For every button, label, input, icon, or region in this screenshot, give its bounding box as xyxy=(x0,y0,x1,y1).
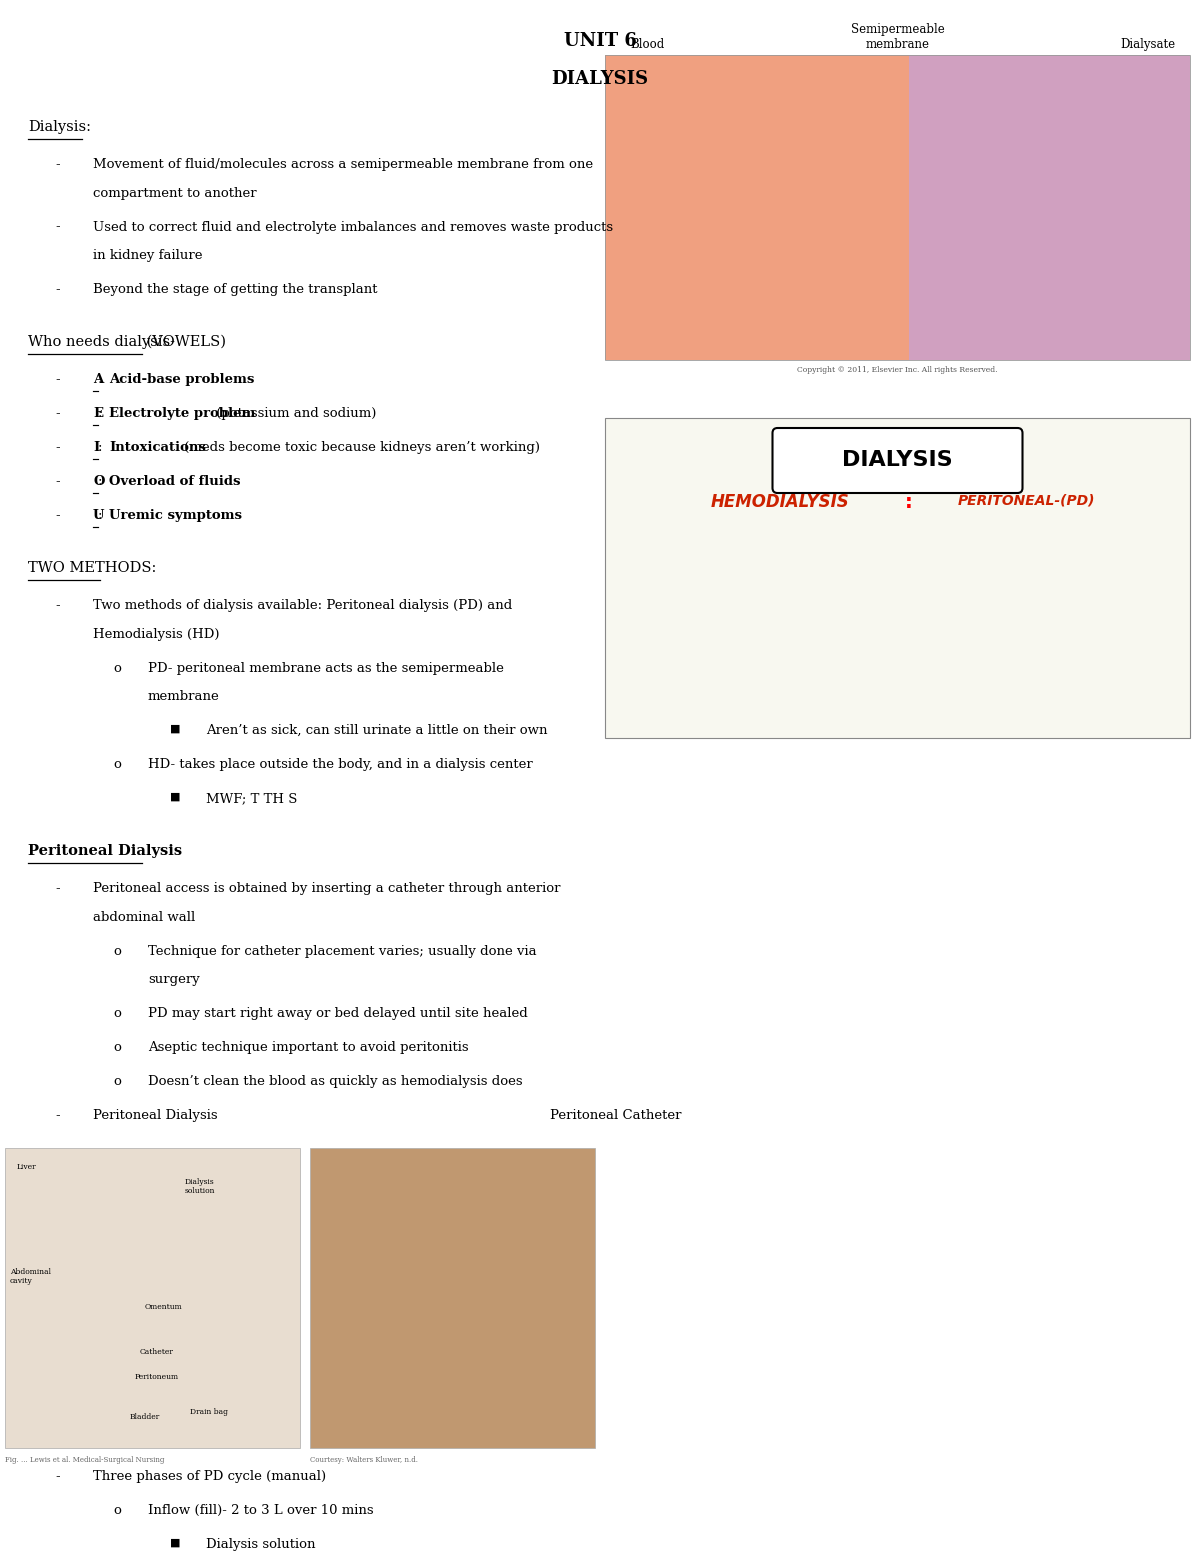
Text: Three phases of PD cycle (manual): Three phases of PD cycle (manual) xyxy=(94,1471,326,1483)
Text: Overload of fluids: Overload of fluids xyxy=(109,475,241,488)
Bar xyxy=(5,1148,300,1447)
Text: DIALYSIS: DIALYSIS xyxy=(552,70,648,89)
Text: -: - xyxy=(55,441,60,453)
Text: Copyright © 2011, Elsevier Inc. All rights Reserved.: Copyright © 2011, Elsevier Inc. All righ… xyxy=(797,367,997,374)
Bar xyxy=(605,54,1190,360)
Text: Beyond the stage of getting the transplant: Beyond the stage of getting the transpla… xyxy=(94,283,378,297)
Text: -: - xyxy=(55,1471,60,1483)
Text: -: - xyxy=(55,221,60,233)
Text: Used to correct fluid and electrolyte imbalances and removes waste products: Used to correct fluid and electrolyte im… xyxy=(94,221,613,233)
Text: compartment to another: compartment to another xyxy=(94,186,257,199)
Text: o: o xyxy=(113,944,121,958)
Text: Dialysis
solution: Dialysis solution xyxy=(185,1179,216,1196)
Text: -: - xyxy=(55,373,60,387)
Text: Uremic symptoms: Uremic symptoms xyxy=(109,509,242,522)
Text: Drain bag: Drain bag xyxy=(190,1409,228,1416)
Text: -: - xyxy=(55,599,60,612)
Text: -: - xyxy=(55,407,60,419)
Text: abdominal wall: abdominal wall xyxy=(94,910,196,924)
Text: -: - xyxy=(55,158,60,171)
Text: Aseptic technique important to avoid peritonitis: Aseptic technique important to avoid per… xyxy=(148,1041,469,1054)
Bar xyxy=(605,418,1190,738)
Text: Catheter: Catheter xyxy=(140,1348,174,1356)
Text: Hemodialysis (HD): Hemodialysis (HD) xyxy=(94,627,220,640)
Text: MWF; T TH S: MWF; T TH S xyxy=(206,792,298,804)
Text: surgery: surgery xyxy=(148,974,199,986)
Text: Technique for catheter placement varies; usually done via: Technique for catheter placement varies;… xyxy=(148,944,536,958)
Text: Semipermeable
membrane: Semipermeable membrane xyxy=(851,23,944,51)
Text: o: o xyxy=(113,662,121,674)
Text: ■: ■ xyxy=(170,724,180,735)
Text: -: - xyxy=(55,882,60,895)
Text: :: : xyxy=(905,492,913,512)
Text: Intoxications: Intoxications xyxy=(109,441,206,453)
Text: (meds become toxic because kidneys aren’t working): (meds become toxic because kidneys aren’… xyxy=(180,441,540,453)
Text: Peritoneal access is obtained by inserting a catheter through anterior: Peritoneal access is obtained by inserti… xyxy=(94,882,560,895)
Text: o: o xyxy=(113,1075,121,1089)
Text: DIALYSIS: DIALYSIS xyxy=(842,450,953,471)
Text: Dialysis:: Dialysis: xyxy=(28,120,91,134)
Text: -: - xyxy=(55,1109,60,1121)
FancyBboxPatch shape xyxy=(773,429,1022,492)
Text: Peritoneal Dialysis: Peritoneal Dialysis xyxy=(28,843,182,857)
Text: -: - xyxy=(55,509,60,522)
Bar xyxy=(910,54,1190,360)
Text: o: o xyxy=(113,758,121,770)
Text: :: : xyxy=(98,509,107,522)
Text: PERITONEAL-(PD): PERITONEAL-(PD) xyxy=(958,492,1094,506)
Text: Abdominal
cavity: Abdominal cavity xyxy=(10,1267,50,1286)
Text: Dialysate: Dialysate xyxy=(1120,37,1175,51)
Text: Peritoneal Dialysis: Peritoneal Dialysis xyxy=(94,1109,217,1121)
Bar xyxy=(310,1148,595,1447)
Text: TWO METHODS:: TWO METHODS: xyxy=(28,561,156,575)
Text: :: : xyxy=(98,441,107,453)
Text: A: A xyxy=(94,373,103,387)
Text: Peritoneal Catheter: Peritoneal Catheter xyxy=(550,1109,682,1121)
Text: membrane: membrane xyxy=(148,690,220,704)
Text: :: : xyxy=(98,407,107,419)
Text: PD may start right away or bed delayed until site healed: PD may start right away or bed delayed u… xyxy=(148,1006,528,1020)
Text: o: o xyxy=(113,1503,121,1517)
Text: :: : xyxy=(98,373,107,387)
Text: U: U xyxy=(94,509,104,522)
Text: I: I xyxy=(94,441,100,453)
Text: Courtesy: Walters Kluwer, n.d.: Courtesy: Walters Kluwer, n.d. xyxy=(310,1457,418,1464)
Text: Peritoneum: Peritoneum xyxy=(134,1373,179,1381)
Text: o: o xyxy=(113,1006,121,1020)
Text: Movement of fluid/molecules across a semipermeable membrane from one: Movement of fluid/molecules across a sem… xyxy=(94,158,593,171)
Text: Who needs dialysis-: Who needs dialysis- xyxy=(28,335,175,349)
Text: :: : xyxy=(98,475,107,488)
Text: Acid-base problems: Acid-base problems xyxy=(109,373,254,387)
Text: E: E xyxy=(94,407,103,419)
Text: Liver: Liver xyxy=(17,1163,37,1171)
Text: in kidney failure: in kidney failure xyxy=(94,248,203,262)
Text: Dialysis solution: Dialysis solution xyxy=(206,1537,316,1551)
Text: Aren’t as sick, can still urinate a little on their own: Aren’t as sick, can still urinate a litt… xyxy=(206,724,547,738)
Text: Doesn’t clean the blood as quickly as hemodialysis does: Doesn’t clean the blood as quickly as he… xyxy=(148,1075,523,1089)
Bar xyxy=(605,54,910,360)
Text: Electrolyte problem: Electrolyte problem xyxy=(109,407,256,419)
Text: Inflow (fill)- 2 to 3 L over 10 mins: Inflow (fill)- 2 to 3 L over 10 mins xyxy=(148,1503,373,1517)
Text: Fig. ... Lewis et al. Medical-Surgical Nursing: Fig. ... Lewis et al. Medical-Surgical N… xyxy=(5,1457,164,1464)
Text: (VOWELS): (VOWELS) xyxy=(142,335,226,349)
Text: HEMODIALYSIS: HEMODIALYSIS xyxy=(712,492,850,511)
Text: Omentum: Omentum xyxy=(145,1303,182,1311)
Text: ■: ■ xyxy=(170,792,180,801)
Text: PD- peritoneal membrane acts as the semipermeable: PD- peritoneal membrane acts as the semi… xyxy=(148,662,504,674)
Text: -: - xyxy=(55,283,60,297)
Text: O: O xyxy=(94,475,104,488)
Text: -: - xyxy=(55,475,60,488)
Text: UNIT 6: UNIT 6 xyxy=(564,33,636,50)
Text: Bladder: Bladder xyxy=(130,1413,161,1421)
Text: Blood: Blood xyxy=(630,37,665,51)
Text: HD- takes place outside the body, and in a dialysis center: HD- takes place outside the body, and in… xyxy=(148,758,533,770)
Text: Two methods of dialysis available: Peritoneal dialysis (PD) and: Two methods of dialysis available: Perit… xyxy=(94,599,512,612)
Text: (potassium and sodium): (potassium and sodium) xyxy=(212,407,377,419)
Text: ■: ■ xyxy=(170,1537,180,1548)
Text: o: o xyxy=(113,1041,121,1054)
